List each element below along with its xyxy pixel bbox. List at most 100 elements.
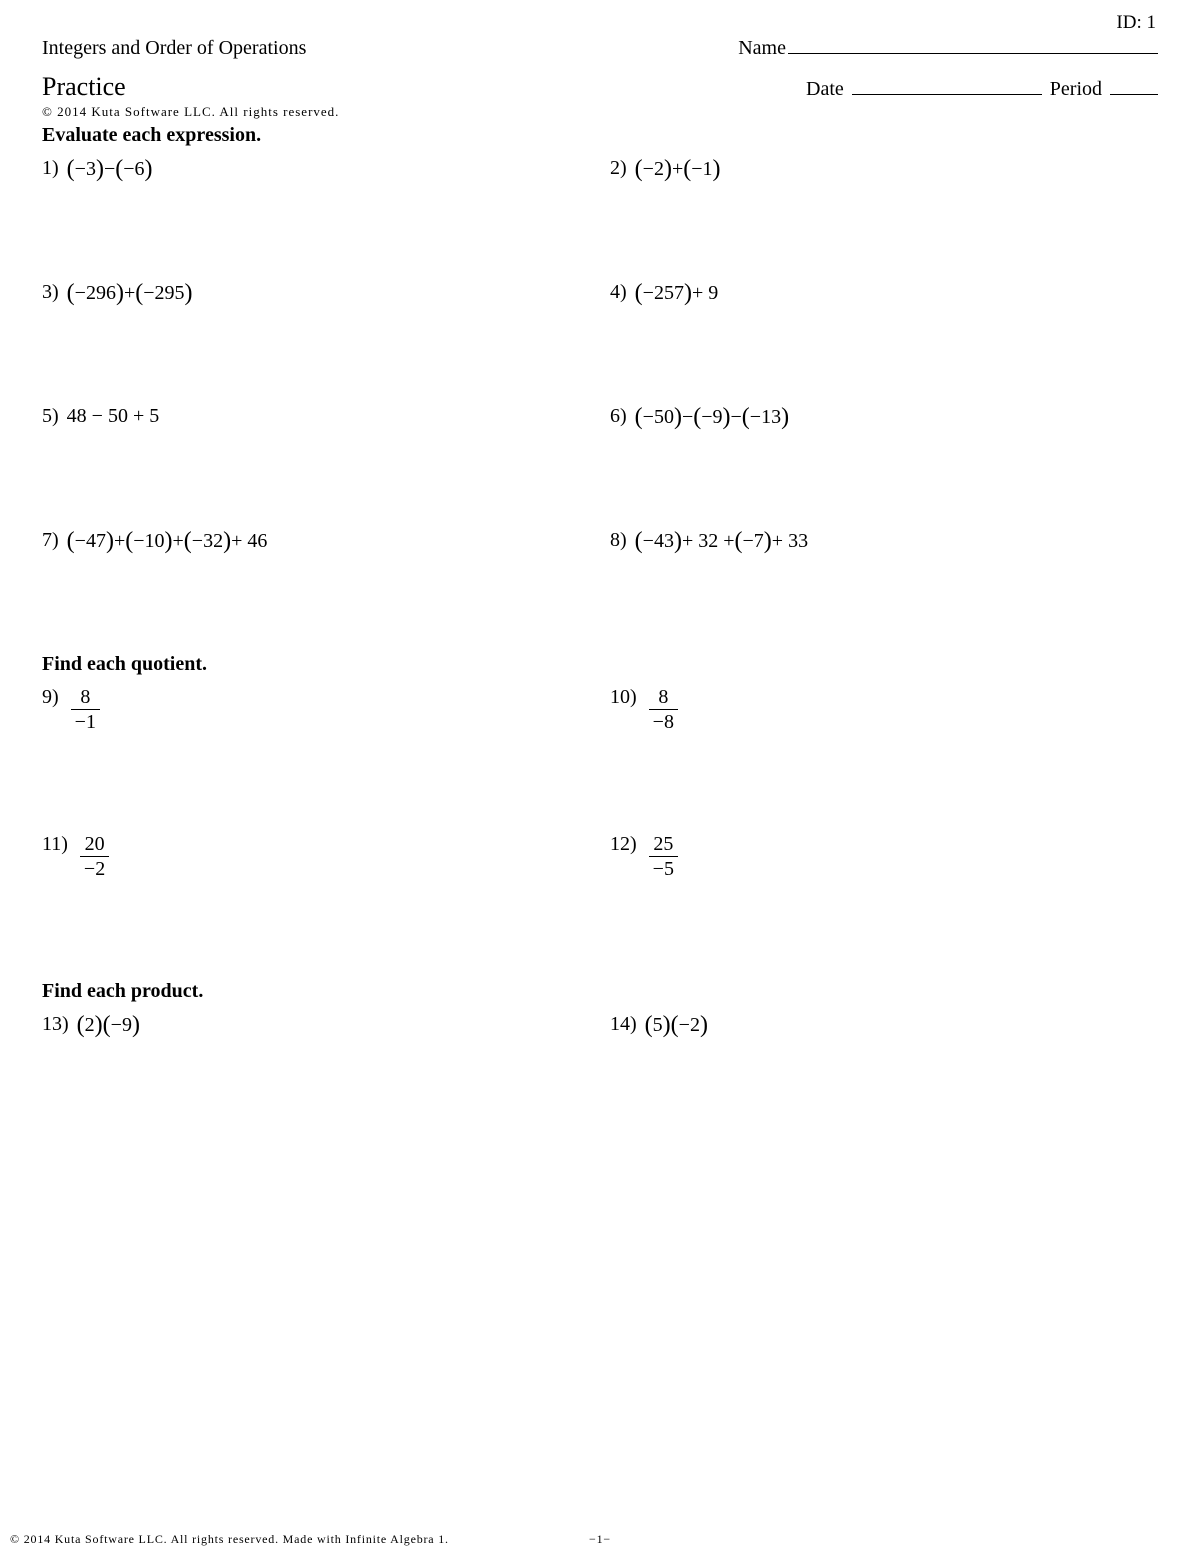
problem: 11)20−2 <box>42 833 590 880</box>
problem-expression: 25−5 <box>645 833 678 880</box>
problem: 8) (−43) + 32 + (−7) + 33 <box>610 529 1158 553</box>
expr-text: + <box>672 158 683 181</box>
paren: ( <box>635 405 643 429</box>
problem-number: 14) <box>610 1013 637 1036</box>
paren: ( <box>635 281 643 305</box>
expr-text: + 32 + <box>682 530 735 553</box>
expr-text: −257 <box>643 282 684 305</box>
fraction-numerator: 8 <box>654 686 672 709</box>
practice-title: Practice <box>42 72 126 102</box>
paren: ( <box>67 157 75 181</box>
problem: 14) (5)(−2) <box>610 1013 1158 1037</box>
paren: ) <box>674 529 682 553</box>
expr-text: 48 − 50 + 5 <box>67 405 160 428</box>
problem-number: 3) <box>42 281 59 304</box>
problem-expression: (−296) + (−295) <box>67 281 193 305</box>
paren: ( <box>683 157 691 181</box>
paren: ( <box>671 1013 679 1037</box>
expr-text: −43 <box>643 530 674 553</box>
paren: ( <box>184 529 192 553</box>
expr-text: −2 <box>679 1014 700 1037</box>
expr-text: −47 <box>75 530 106 553</box>
name-blank-line[interactable] <box>788 36 1158 54</box>
period-label: Period <box>1050 78 1102 101</box>
fraction-numerator: 25 <box>649 833 677 856</box>
problem-number: 10) <box>610 686 637 709</box>
problem: 1)(−3) − (−6) <box>42 157 590 181</box>
paren: ) <box>106 529 114 553</box>
expr-text: −10 <box>133 530 164 553</box>
problem: 13)(2)(−9) <box>42 1013 590 1037</box>
paren: ( <box>125 529 133 553</box>
fraction: 8−1 <box>71 686 100 733</box>
problem: 6) (−50) − (−9) − (−13) <box>610 405 1158 429</box>
date-blank-line[interactable] <box>852 77 1042 95</box>
paren: ( <box>693 405 701 429</box>
footer: © 2014 Kuta Software LLC. All rights res… <box>10 1532 1190 1547</box>
problem-number: 6) <box>610 405 627 428</box>
paren: ) <box>132 1013 140 1037</box>
fraction-denominator: −2 <box>80 856 109 880</box>
period-blank-line[interactable] <box>1110 77 1158 95</box>
problem-expression: (5)(−2) <box>645 1013 708 1037</box>
problem-expression: 20−2 <box>76 833 109 880</box>
problem-expression: (2)(−9) <box>77 1013 140 1037</box>
problem-expression: (−2) + (−1) <box>635 157 721 181</box>
topic-title: Integers and Order of Operations <box>42 37 306 60</box>
name-label: Name <box>738 37 786 60</box>
paren: ) <box>664 157 672 181</box>
problem-number: 8) <box>610 529 627 552</box>
problem-expression: (−43) + 32 + (−7) + 33 <box>635 529 808 553</box>
paren: ) <box>145 157 153 181</box>
paren: ( <box>645 1013 653 1037</box>
paren: ) <box>764 529 772 553</box>
expr-text: + <box>124 282 135 305</box>
paren: ) <box>95 1013 103 1037</box>
section-heading-product: Find each product. <box>42 980 1158 1003</box>
paren: ) <box>723 405 731 429</box>
problem-number: 9) <box>42 686 59 709</box>
paren: ( <box>135 281 143 305</box>
problem-number: 5) <box>42 405 59 428</box>
fraction-denominator: −5 <box>649 856 678 880</box>
problem-expression: (−3) − (−6) <box>67 157 153 181</box>
paren: ( <box>67 529 75 553</box>
problem-number: 2) <box>610 157 627 180</box>
expr-text: −7 <box>743 530 764 553</box>
problem: 3) (−296) + (−295) <box>42 281 590 305</box>
paren: ( <box>115 157 123 181</box>
header-row-2: Practice Date Period <box>42 72 1158 102</box>
expr-text: − <box>682 406 693 429</box>
copyright-text: © 2014 Kuta Software LLC. All rights res… <box>42 104 1158 120</box>
date-label: Date <box>806 78 844 101</box>
paren: ( <box>103 1013 111 1037</box>
problem-expression: (−257) + 9 <box>635 281 719 305</box>
paren: ( <box>635 157 643 181</box>
expr-text: −6 <box>123 158 144 181</box>
problem: 5) 48 − 50 + 5 <box>42 405 590 429</box>
expr-text: −13 <box>750 406 781 429</box>
paren: ) <box>165 529 173 553</box>
expr-text: −2 <box>643 158 664 181</box>
fraction-denominator: −8 <box>649 709 678 733</box>
problem: 9) 8−1 <box>42 686 590 733</box>
problem-expression: (−50) − (−9) − (−13) <box>635 405 789 429</box>
expr-text: − <box>104 158 115 181</box>
problem: 4)(−257) + 9 <box>610 281 1158 305</box>
paren: ( <box>742 405 750 429</box>
fraction-numerator: 20 <box>81 833 109 856</box>
expr-text: −3 <box>75 158 96 181</box>
paren: ( <box>77 1013 85 1037</box>
problem-number: 12) <box>610 833 637 856</box>
expr-text: −32 <box>192 530 223 553</box>
fraction: 25−5 <box>649 833 678 880</box>
fraction-numerator: 8 <box>76 686 94 709</box>
problem: 7)(−47) + (−10) + (−32) + 46 <box>42 529 590 553</box>
paren: ) <box>713 157 721 181</box>
paren: ) <box>96 157 104 181</box>
problem-expression: 8−1 <box>67 686 100 733</box>
expr-text: + <box>114 530 125 553</box>
problem: 10) 8−8 <box>610 686 1158 733</box>
expr-text: + 33 <box>772 530 808 553</box>
worksheet-id: ID: 1 <box>42 12 1158 34</box>
